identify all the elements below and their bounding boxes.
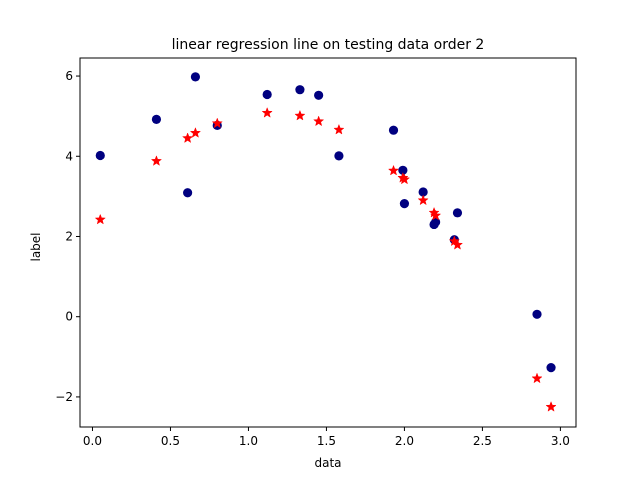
circle-point [388, 125, 399, 135]
star-point [313, 115, 325, 127]
circle-point [183, 188, 193, 198]
x-tick-label: 0.0 [83, 434, 102, 448]
star-point [531, 372, 543, 384]
circle-point [190, 72, 201, 82]
star-point [211, 117, 223, 129]
circle-point [452, 208, 463, 218]
star-point [451, 239, 464, 250]
x-tick-label: 2.5 [473, 434, 492, 448]
star-point [417, 194, 429, 206]
x-tick-label: 1.5 [317, 434, 336, 448]
series-star-markers [94, 107, 557, 412]
y-tick-label: 4 [65, 149, 73, 163]
star-point [398, 173, 411, 185]
series-layer [94, 72, 557, 412]
y-axis-label: label [29, 232, 43, 261]
x-tick-label: 3.0 [551, 434, 570, 448]
circle-point [418, 187, 428, 197]
y-tick-label: −2 [55, 390, 73, 404]
circle-point [151, 114, 162, 124]
star-point [430, 209, 442, 221]
star-point [189, 127, 202, 138]
circle-point [95, 150, 105, 161]
star-point [387, 164, 400, 176]
y-tick-label: 6 [65, 69, 73, 83]
x-tick-label: 0.5 [161, 434, 180, 448]
y-tick-label: 2 [65, 229, 73, 243]
star-point [545, 401, 557, 412]
star-point [150, 155, 163, 166]
star-point [294, 109, 306, 121]
y-axis: −2 0 2 4 6 [55, 69, 80, 404]
circle-point [399, 198, 410, 209]
star-point [261, 107, 273, 118]
x-tick-label: 1.0 [239, 434, 258, 448]
x-axis: 0.0 0.5 1.0 1.5 2.0 2.5 3.0 [83, 427, 570, 448]
series-circle-markers [95, 72, 556, 373]
plot-area [79, 57, 577, 428]
circle-point [431, 217, 441, 227]
circle-point [262, 89, 272, 100]
y-tick-label: 0 [65, 310, 73, 324]
star-point [94, 213, 106, 225]
circle-point [398, 165, 408, 175]
circle-point [334, 151, 344, 161]
star-point [182, 132, 194, 143]
circle-point [295, 85, 305, 95]
star-point [333, 123, 345, 135]
x-tick-label: 2.0 [395, 434, 414, 448]
chart-title: linear regression line on testing data o… [172, 37, 485, 53]
circle-point [546, 363, 556, 373]
circle-point [314, 90, 324, 100]
axes-frame [79, 57, 577, 428]
x-axis-label: data [314, 456, 341, 470]
circle-point [532, 309, 542, 319]
